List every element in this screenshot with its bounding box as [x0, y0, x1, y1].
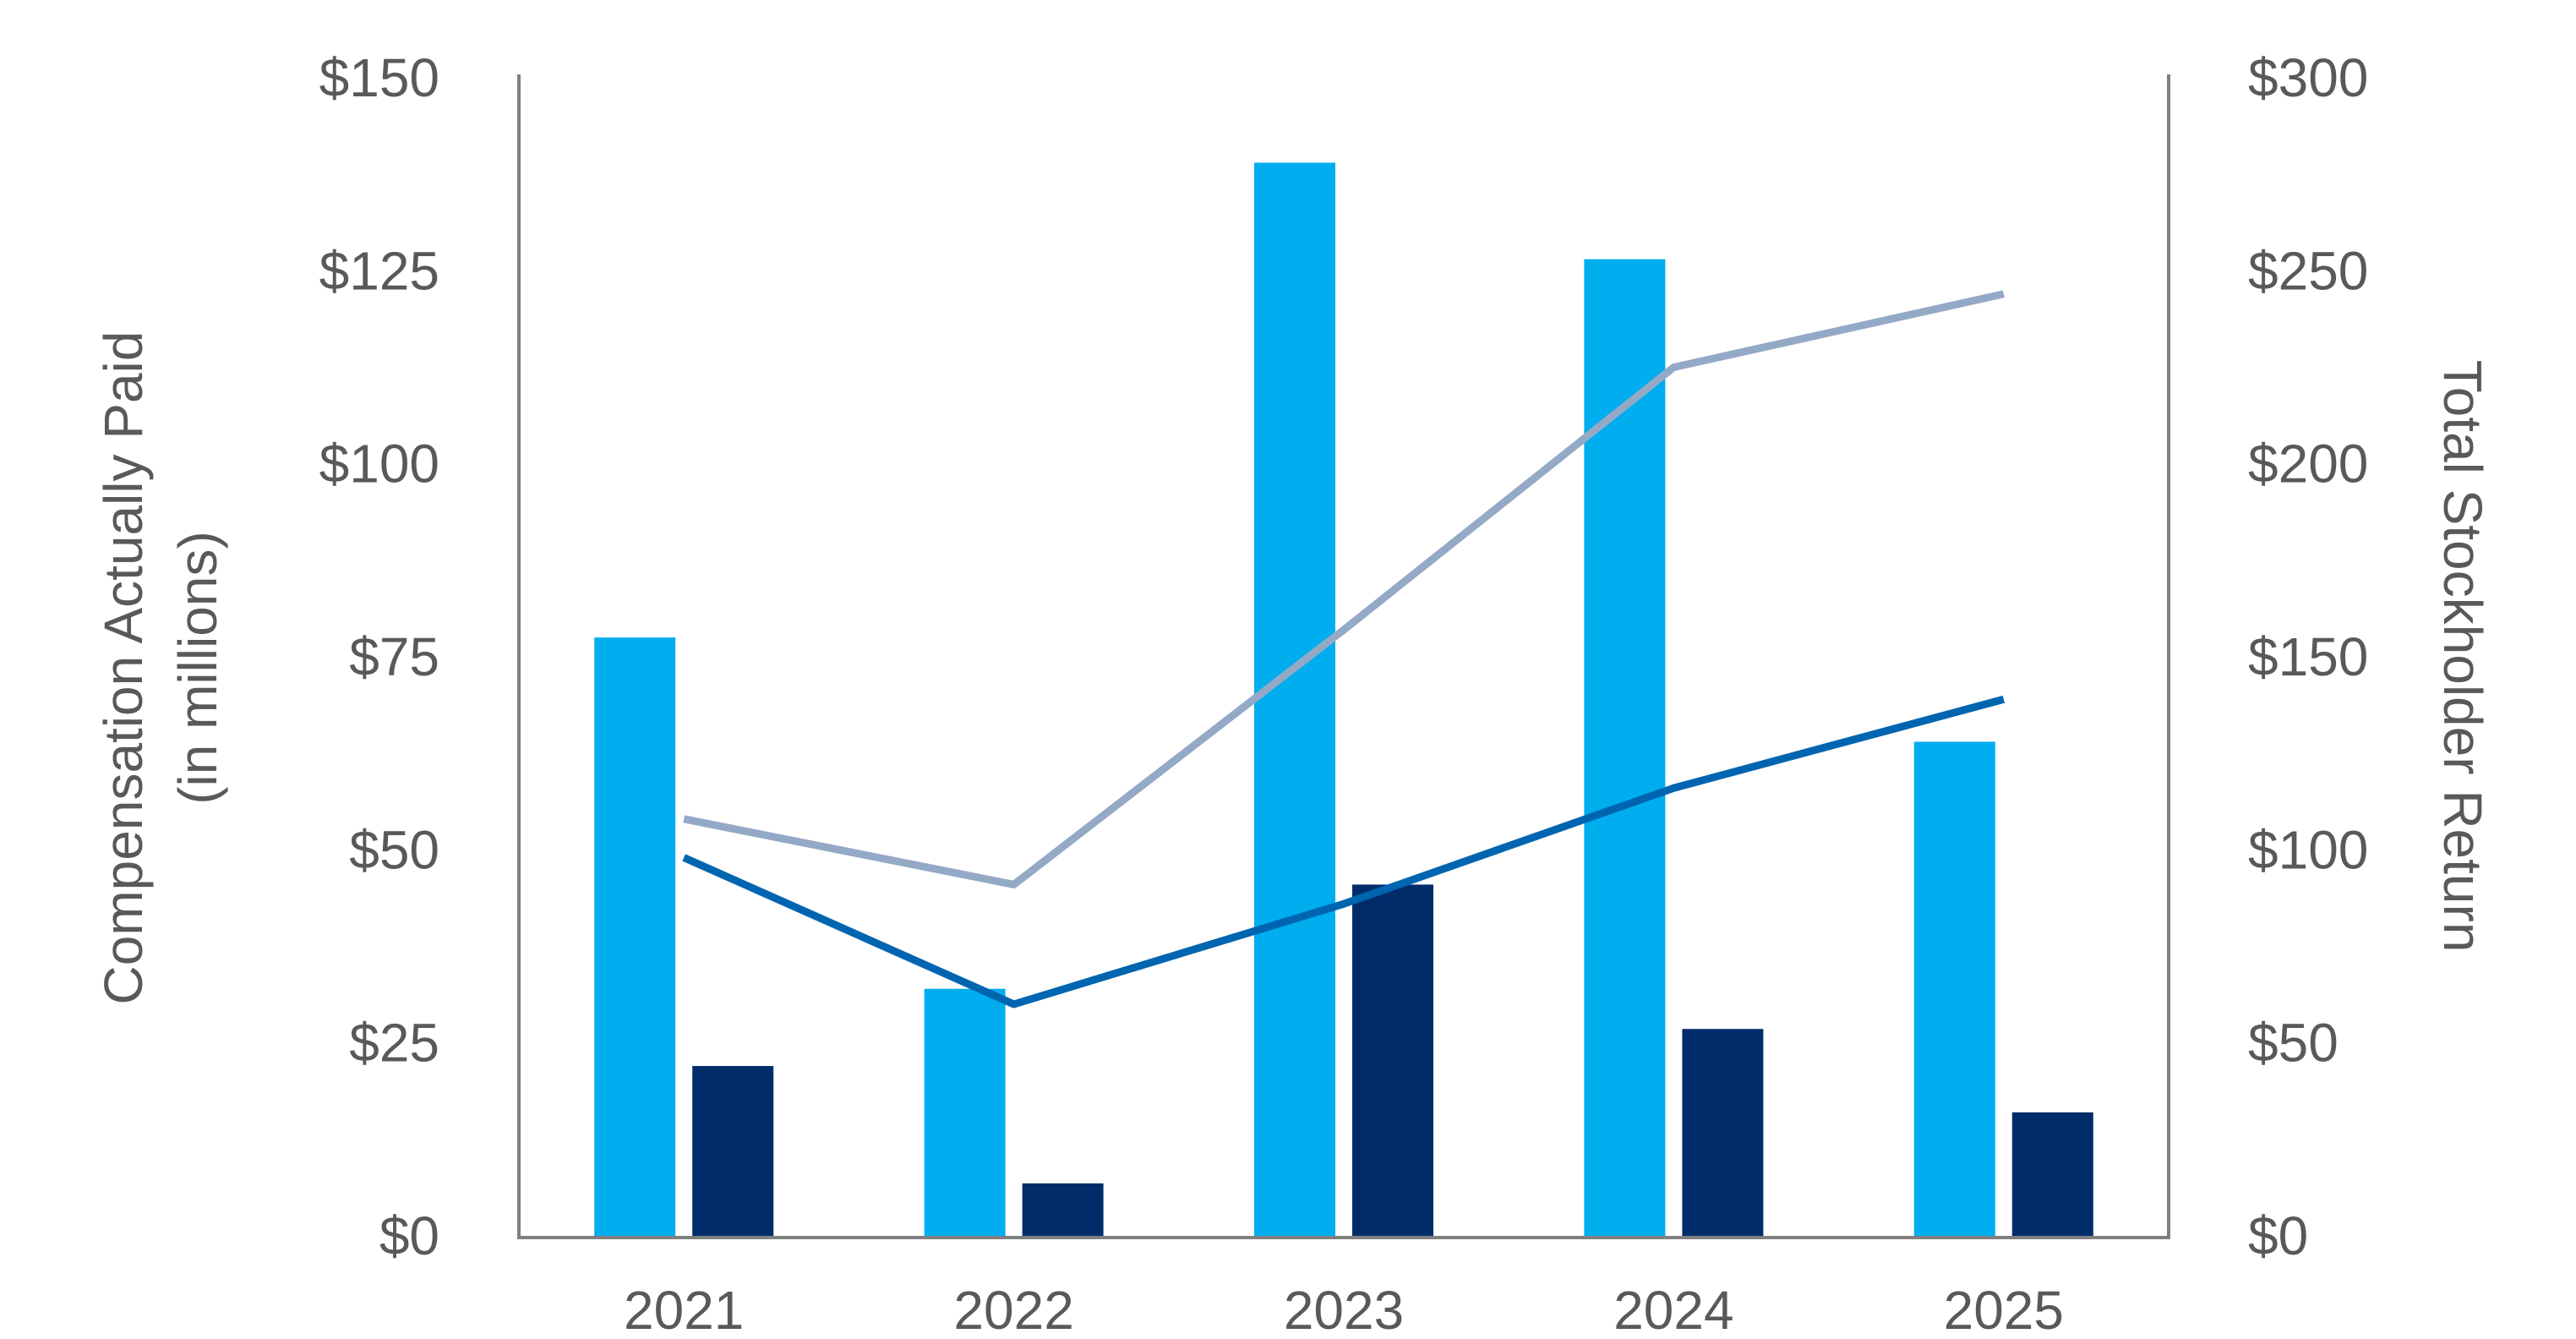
x-tick-label: 2021: [624, 1280, 744, 1339]
left-tick-label: $25: [349, 1013, 439, 1074]
left-tick-label: $50: [349, 819, 439, 880]
right-axis-ticks: $0 $50 $100 $150 $200 $250 $300: [2248, 47, 2368, 1266]
bar-series-group: [594, 162, 2093, 1237]
bar: [1913, 741, 1995, 1236]
bar: [594, 637, 676, 1236]
left-tick-label: $125: [319, 240, 439, 301]
left-tick-label: $75: [349, 626, 439, 687]
bar: [924, 988, 1006, 1236]
right-tick-label: $50: [2248, 1013, 2339, 1074]
line-series-group: [682, 290, 2005, 1008]
right-tick-label: $300: [2248, 47, 2368, 108]
right-axis-title: Total Stockholder Return: [2432, 360, 2493, 953]
x-tick-label: 2023: [1284, 1280, 1404, 1339]
left-tick-label: $150: [319, 47, 439, 108]
line-series: [683, 290, 2005, 888]
left-axis-ticks: $0 $25 $50 $75 $100 $125 $150: [319, 47, 439, 1266]
bar: [692, 1066, 774, 1236]
right-tick-label: $250: [2248, 240, 2368, 301]
left-tick-label: $0: [379, 1205, 439, 1266]
bar: [1584, 259, 1666, 1237]
bar: [1254, 162, 1335, 1236]
left-tick-label: $100: [319, 434, 439, 495]
bar: [1352, 884, 1433, 1236]
left-axis-title: Compensation Actually Paid: [93, 331, 154, 1005]
x-axis-labels: 2021 2022 2023 2024 2025: [624, 1280, 2064, 1339]
right-tick-label: $100: [2248, 819, 2368, 880]
x-tick-label: 2025: [1944, 1280, 2064, 1339]
left-axis-subtitle: (in millions): [167, 531, 228, 805]
x-tick-label: 2024: [1613, 1280, 1733, 1339]
right-tick-label: $0: [2248, 1205, 2308, 1266]
right-tick-label: $150: [2248, 626, 2368, 687]
bar: [1682, 1029, 1764, 1236]
right-tick-label: $200: [2248, 434, 2368, 495]
bar: [2011, 1112, 2093, 1236]
line-series: [682, 695, 2005, 1008]
x-tick-label: 2022: [953, 1280, 1073, 1339]
bar: [1022, 1183, 1104, 1236]
